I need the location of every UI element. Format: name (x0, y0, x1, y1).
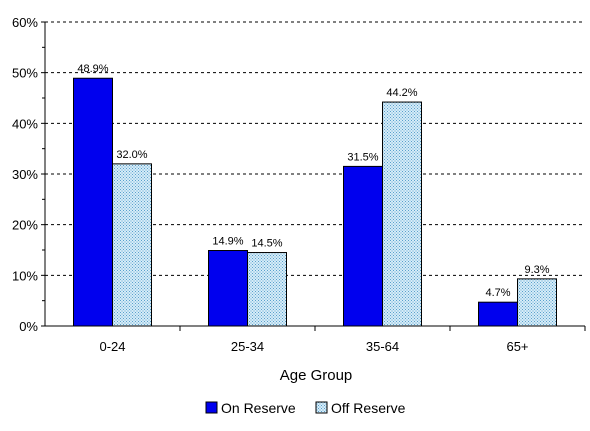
data-label: 44.2% (386, 87, 417, 99)
bar-off-reserve (112, 163, 152, 327)
labels: 0% 10% 20% 30% 40% 50% 60% 48.9% 32.0% 0-24 14.9% 1… (12, 15, 550, 354)
legend-swatch-on-reserve (205, 401, 218, 414)
y-tick-label: 30% (12, 167, 38, 182)
data-label: 31.5% (347, 151, 378, 163)
data-label: 32.0% (116, 149, 147, 161)
bar-off-reserve (247, 252, 287, 327)
bar-off-reserve (517, 278, 557, 327)
y-tick-label: 60% (12, 15, 38, 30)
y-tick-label: 10% (12, 268, 38, 283)
legend: On Reserve Off Reserve (205, 400, 406, 416)
axes (41, 21, 586, 331)
data-label: 9.3% (524, 264, 549, 276)
bars (73, 77, 557, 327)
data-label: 4.7% (485, 287, 510, 299)
x-axis-title: Age Group (280, 367, 353, 384)
bar-off-reserve (382, 101, 422, 327)
data-label: 14.5% (251, 238, 282, 250)
x-tick-label: 0-24 (99, 339, 125, 354)
legend-label-off-reserve: Off Reserve (331, 400, 406, 416)
bar-on-reserve (478, 301, 518, 327)
data-label: 48.9% (77, 63, 108, 75)
y-tick-label: 20% (12, 218, 38, 233)
y-tick-label: 0% (19, 319, 38, 334)
x-tick-label: 65+ (506, 339, 528, 354)
bar-on-reserve (73, 77, 113, 327)
legend-swatch-off-reserve (315, 401, 328, 414)
legend-label-on-reserve: On Reserve (221, 400, 296, 416)
y-tick-label: 50% (12, 66, 38, 81)
bar-on-reserve (208, 250, 248, 327)
y-tick-label: 40% (12, 116, 38, 131)
x-tick-label: 35-64 (366, 339, 399, 354)
x-tick-label: 25-34 (231, 339, 264, 354)
bar-on-reserve (343, 165, 383, 327)
data-label: 14.9% (212, 236, 243, 248)
